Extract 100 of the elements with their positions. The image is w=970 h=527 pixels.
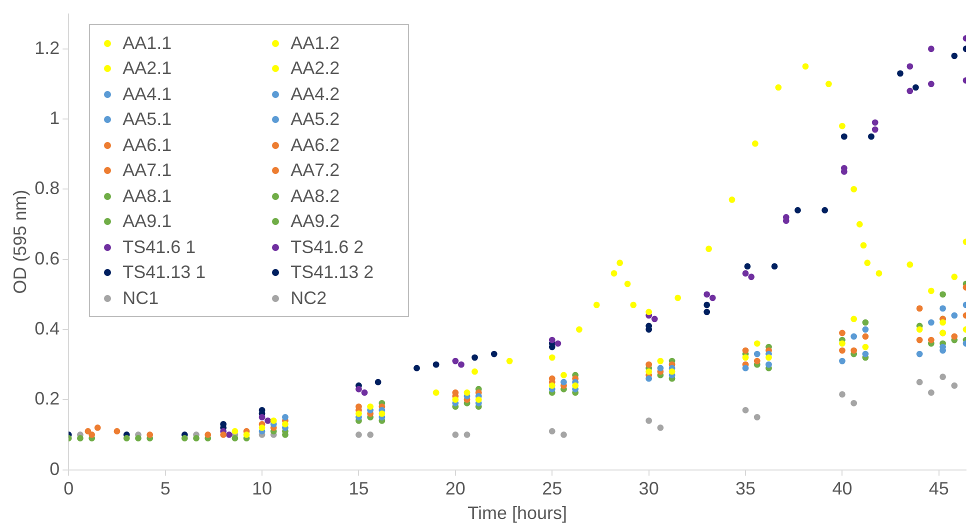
point: [850, 400, 858, 406]
x-tick-label: 20: [445, 478, 466, 499]
point: [181, 435, 188, 442]
point: [940, 374, 946, 380]
point: [862, 326, 869, 333]
point: [775, 84, 782, 91]
point: [860, 242, 867, 249]
point: [554, 340, 562, 347]
point: [657, 358, 664, 364]
point: [940, 305, 946, 312]
point: [258, 414, 266, 420]
point: [624, 280, 631, 288]
point: [748, 274, 755, 280]
point: [674, 294, 682, 302]
point: [951, 333, 958, 340]
point: [839, 347, 846, 354]
y-tick-label: 0: [50, 458, 60, 479]
point: [475, 396, 482, 403]
point: [452, 432, 459, 438]
point: [94, 424, 101, 431]
legend-label: AA4.1: [122, 82, 173, 106]
point: [193, 435, 200, 442]
point: [839, 340, 846, 347]
legend-label: AA8.1: [122, 184, 173, 208]
x-tick-label: 40: [832, 478, 852, 499]
point: [897, 70, 904, 77]
point: [646, 375, 652, 382]
point: [616, 260, 624, 266]
point: [472, 354, 478, 361]
point: [862, 333, 869, 340]
point: [704, 302, 710, 308]
x-tick-label: 45: [928, 478, 949, 499]
x-tick-label: 35: [736, 478, 756, 499]
point: [771, 263, 778, 270]
point: [850, 333, 858, 340]
point: [472, 368, 478, 375]
point: [432, 389, 440, 396]
point: [742, 270, 749, 277]
y-tick-label: 0.2: [34, 388, 60, 409]
point: [464, 389, 470, 396]
point: [243, 432, 250, 438]
point: [742, 406, 749, 414]
point: [928, 319, 934, 326]
point: [204, 432, 212, 438]
point: [77, 435, 84, 442]
point: [84, 428, 92, 434]
point: [928, 336, 934, 344]
point: [754, 358, 760, 364]
point: [146, 432, 154, 438]
point: [548, 354, 556, 361]
x-tick-label: 30: [638, 478, 659, 499]
legend-label: AA1.2: [290, 32, 341, 55]
point: [560, 378, 567, 386]
point: [766, 354, 772, 361]
point: [802, 63, 809, 70]
point: [752, 140, 758, 147]
point: [114, 428, 120, 434]
point: [610, 270, 618, 277]
point: [560, 432, 567, 438]
point: [704, 291, 710, 298]
point: [668, 368, 676, 375]
point: [506, 358, 513, 364]
point: [872, 126, 878, 133]
point: [754, 340, 760, 347]
point: [576, 326, 582, 333]
x-tick-label: 5: [160, 478, 170, 499]
legend-label: AA8.2: [290, 184, 341, 208]
point: [850, 186, 858, 192]
x-tick-label: 25: [542, 478, 562, 499]
point: [916, 336, 923, 344]
point: [282, 421, 288, 428]
point: [361, 389, 368, 396]
y-axis-title: OD (595 nm): [10, 190, 30, 294]
point: [452, 396, 459, 403]
point: [794, 207, 801, 214]
point: [864, 260, 871, 266]
point: [356, 386, 362, 392]
point: [709, 294, 716, 302]
point: [232, 428, 238, 434]
point: [951, 382, 958, 389]
point: [928, 46, 934, 52]
point: [258, 424, 266, 431]
point: [840, 133, 848, 140]
point: [906, 261, 914, 268]
point: [646, 368, 652, 375]
point: [928, 288, 934, 294]
point: [839, 330, 846, 336]
legend-label: TS41.13 1: [122, 261, 207, 284]
point: [912, 84, 919, 91]
point: [928, 389, 934, 396]
point: [464, 432, 470, 438]
y-tick-label: 0.6: [34, 248, 60, 268]
legend-label: AA6.1: [122, 134, 173, 157]
point: [367, 403, 374, 410]
legend-label: TS41.6 1: [122, 236, 197, 259]
point: [839, 358, 846, 364]
point: [657, 424, 664, 431]
point: [928, 80, 934, 88]
point: [706, 246, 712, 252]
point: [88, 432, 96, 438]
